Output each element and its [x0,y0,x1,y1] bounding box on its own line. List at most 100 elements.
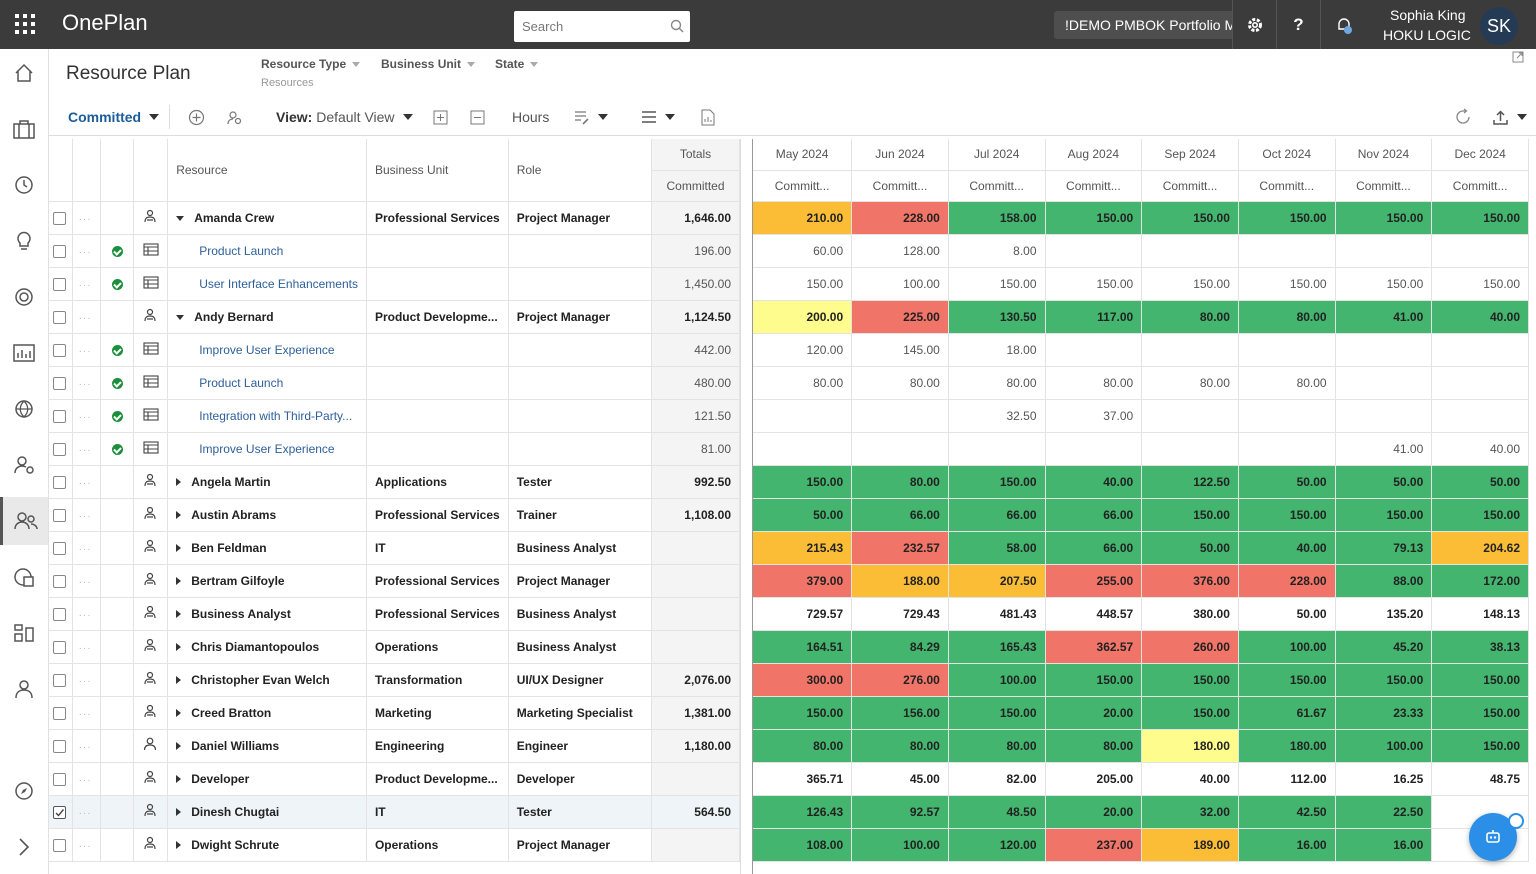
allocation-cell[interactable]: 82.00 [948,762,1046,796]
table-row[interactable]: 729.57 729.43 481.43 448.57 380.00 50.00 135.2… [753,597,1529,631]
table-row[interactable]: 300.00 276.00 100.00 150.00 150.00 150.00 150.… [753,663,1529,697]
table-row[interactable]: 41.00 40.00 [753,432,1529,466]
allocation-cell[interactable]: 150.00 [1431,201,1529,235]
allocation-cell[interactable]: 150.00 [1238,267,1336,301]
sidebar-item-people[interactable] [0,665,48,713]
allocation-cell[interactable]: 255.00 [1045,564,1143,598]
allocation-cell[interactable]: 100.00 [851,267,949,301]
allocation-cell[interactable]: 92.57 [851,795,949,829]
allocation-cell[interactable]: 135.20 [1335,597,1433,631]
allocation-cell[interactable]: 126.43 [753,795,853,829]
allocation-cell[interactable]: 150.00 [1431,498,1529,532]
allocation-cell[interactable]: 128.00 [851,234,949,268]
sidebar-item-portfolio[interactable] [0,105,48,153]
row-checkbox[interactable] [53,838,66,852]
table-row[interactable]: ··· Integration with Third-Party... 121.50 [49,399,740,433]
row-checkbox[interactable] [53,244,66,258]
allocation-cell[interactable] [753,399,853,433]
sidebar-item-dashboards[interactable] [0,553,48,601]
fullscreen-icon[interactable] [1512,51,1524,63]
allocation-cell[interactable]: 50.00 [1431,465,1529,499]
add-button[interactable] [188,98,205,136]
search-icon[interactable] [670,19,684,33]
allocation-cell[interactable] [851,432,949,466]
allocation-cell[interactable] [851,399,949,433]
chevron-down-icon[interactable] [176,215,185,221]
allocation-cell[interactable] [948,432,1046,466]
resource-cell[interactable]: Creed Bratton [167,696,367,730]
row-actions[interactable]: ··· [72,564,102,598]
resource-cell[interactable]: Amanda Crew [167,201,367,235]
row-actions[interactable]: ··· [72,432,102,466]
table-row[interactable]: ··· Bertram Gilfoyle Professional Services… [49,564,740,598]
table-row[interactable]: 150.00 100.00 150.00 150.00 150.00 150.00 150.… [753,267,1529,301]
allocation-cell[interactable]: 172.00 [1431,564,1529,598]
table-row[interactable]: ··· Creed Bratton Marketing Marketing Speci… [49,696,740,730]
view-dropdown[interactable]: View: Default View [276,98,413,136]
committed-header[interactable]: Committed [651,170,740,202]
table-row[interactable]: ··· Product Launch 196.00 [49,234,740,268]
allocation-cell[interactable]: 729.43 [851,597,949,631]
row-checkbox[interactable] [53,310,66,324]
chevron-right-icon[interactable] [176,643,182,652]
allocation-cell[interactable]: 48.50 [948,795,1046,829]
chevron-right-icon[interactable] [176,478,182,487]
assign-resource-button[interactable] [226,98,243,136]
allocation-cell[interactable]: 80.00 [948,366,1046,400]
allocation-cell[interactable]: 79.13 [1335,531,1433,565]
resource-cell[interactable]: Ben Feldman [167,531,367,565]
allocation-cell[interactable]: 150.00 [753,465,853,499]
row-actions[interactable]: ··· [72,597,102,631]
allocation-cell[interactable]: 20.00 [1045,795,1143,829]
row-actions[interactable]: ··· [72,234,102,268]
allocation-cell[interactable]: 380.00 [1141,597,1239,631]
resource-cell[interactable]: Improve User Experience [167,432,367,466]
resource-cell[interactable]: Bertram Gilfoyle [167,564,367,598]
allocation-cell[interactable]: 40.00 [1431,300,1529,334]
row-actions[interactable]: ··· [72,333,102,367]
allocation-cell[interactable]: 215.43 [753,531,853,565]
table-row[interactable]: ··· Improve User Experience 442.00 [49,333,740,367]
allocation-cell[interactable]: 8.00 [948,234,1046,268]
allocation-cell[interactable]: 150.00 [948,465,1046,499]
export-report-button[interactable] [701,98,715,136]
allocation-cell[interactable] [1238,399,1336,433]
allocation-cell[interactable]: 158.00 [948,201,1046,235]
allocation-cell[interactable]: 150.00 [1238,201,1336,235]
allocation-cell[interactable]: 145.00 [851,333,949,367]
allocation-cell[interactable]: 60.00 [753,234,853,268]
allocation-cell[interactable]: 88.00 [1335,564,1433,598]
allocation-cell[interactable]: 80.00 [1141,366,1239,400]
allocation-cell[interactable] [1431,399,1529,433]
allocation-cell[interactable]: 300.00 [753,663,853,697]
allocation-cell[interactable] [1335,399,1433,433]
allocation-cell[interactable]: 66.00 [1045,531,1143,565]
table-row[interactable]: ··· Product Launch 480.00 [49,366,740,400]
table-row[interactable]: 120.00 145.00 18.00 [753,333,1529,367]
resource-cell[interactable]: Christopher Evan Welch [167,663,367,697]
row-checkbox[interactable] [53,673,66,687]
row-actions[interactable]: ··· [72,300,102,334]
table-row[interactable]: ··· Andy Bernard Product Developme... Proje… [49,300,740,334]
project-link[interactable]: Improve User Experience [199,441,335,456]
allocation-cell[interactable]: 50.00 [1238,597,1336,631]
allocation-cell[interactable]: 48.75 [1431,762,1529,796]
allocation-cell[interactable]: 37.00 [1045,399,1143,433]
allocation-cell[interactable]: 148.13 [1431,597,1529,631]
table-row[interactable]: 60.00 128.00 8.00 [753,234,1529,268]
allocation-cell[interactable]: 108.00 [753,828,853,862]
chevron-right-icon[interactable] [176,775,182,784]
row-checkbox[interactable] [53,805,66,819]
filter-resource-type[interactable]: Resource Type Resources [261,57,361,89]
allocation-cell[interactable] [1238,333,1336,367]
row-checkbox[interactable] [53,376,66,390]
help-button[interactable]: ? [1276,0,1320,49]
sidebar-expand-button[interactable] [0,823,48,871]
row-actions[interactable]: ··· [72,498,102,532]
allocation-cell[interactable]: 50.00 [1238,465,1336,499]
allocation-cell[interactable]: 112.00 [1238,762,1336,796]
allocation-cell[interactable]: 448.57 [1045,597,1143,631]
allocation-cell[interactable] [753,432,853,466]
row-actions[interactable]: ··· [72,729,102,763]
row-checkbox[interactable] [53,739,66,753]
